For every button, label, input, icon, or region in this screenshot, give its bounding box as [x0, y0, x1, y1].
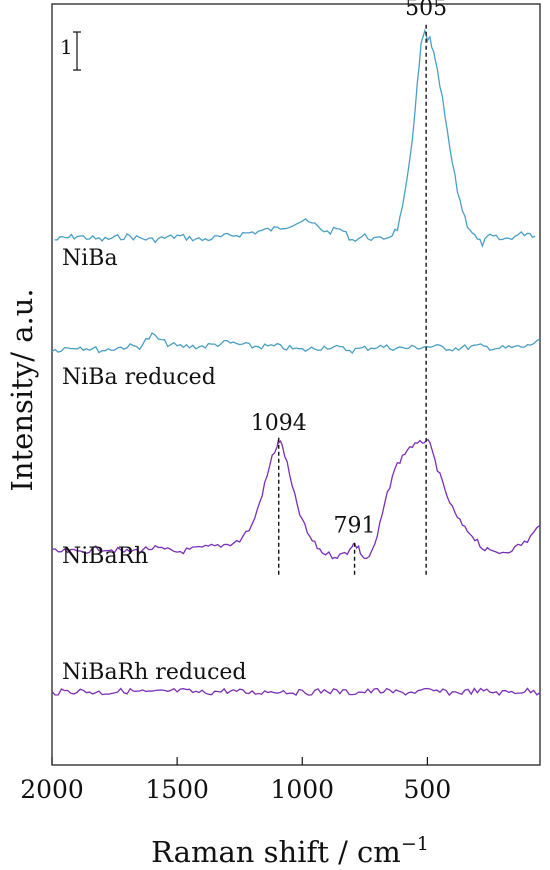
x-tick-label-0: 2000 — [20, 775, 84, 804]
series-label-layer: NiBa NiBa reduced NiBaRh NiBaRh reduced — [62, 246, 247, 685]
x-axis-label-text: Raman shift / cm — [151, 835, 401, 869]
series-line-3 — [51, 687, 541, 697]
series-line-0 — [54, 28, 536, 248]
series-line-1 — [51, 332, 541, 354]
series-layer — [51, 28, 541, 697]
scale-bar-label: 1 — [60, 35, 73, 59]
x-tick-label-2: 1000 — [270, 775, 334, 804]
series-label-3: NiBaRh reduced — [62, 660, 247, 685]
x-axis-label-unit-sup: −1 — [401, 833, 429, 855]
annotation-label-1: 1094 — [251, 411, 307, 436]
series-line-2 — [51, 438, 541, 560]
x-tick-label-1: 1500 — [145, 775, 209, 804]
x-tick-label-3: 500 — [404, 775, 452, 804]
annotation-label-0: 505 — [405, 0, 447, 21]
scale-bar: 1 — [60, 31, 81, 71]
annotation-layer: 505 1094 791 — [251, 0, 447, 575]
y-axis-label: Intensity/ a.u. — [5, 288, 39, 491]
tick-layer: 2000 1500 1000 500 — [20, 757, 451, 804]
plot-frame — [51, 3, 541, 766]
series-label-1: NiBa reduced — [62, 365, 216, 390]
series-label-0: NiBa — [62, 246, 118, 271]
annotation-label-2: 791 — [334, 514, 376, 539]
x-axis-label: Raman shift / cm−1 — [151, 833, 429, 869]
series-label-2: NiBaRh — [62, 544, 148, 569]
